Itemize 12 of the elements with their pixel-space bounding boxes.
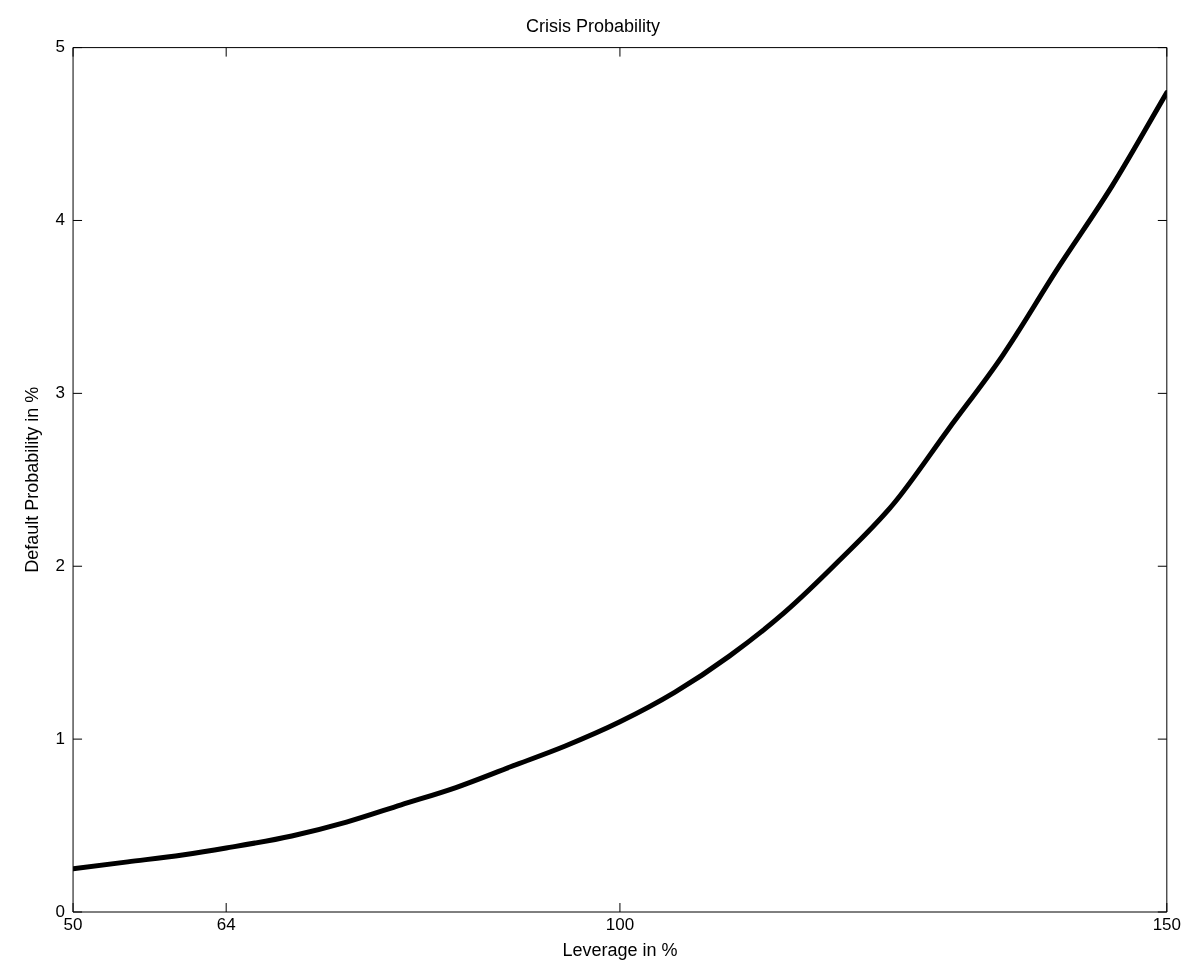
y-axis-title: Default Probability in % — [21, 386, 42, 573]
chart-title: Crisis Probability — [525, 15, 661, 36]
y-tick-label: 4 — [55, 210, 66, 230]
x-tick-label: 150 — [1152, 914, 1182, 934]
x-tick-label: 50 — [63, 914, 83, 934]
x-axis-title: Leverage in % — [562, 940, 678, 961]
y-tick-label: 3 — [55, 383, 66, 403]
y-tick-label: 2 — [55, 555, 66, 575]
x-tick-label: 100 — [605, 914, 635, 934]
y-tick-label: 5 — [55, 37, 66, 57]
y-tick-label: 1 — [55, 728, 66, 748]
x-tick-label: 64 — [216, 914, 236, 934]
